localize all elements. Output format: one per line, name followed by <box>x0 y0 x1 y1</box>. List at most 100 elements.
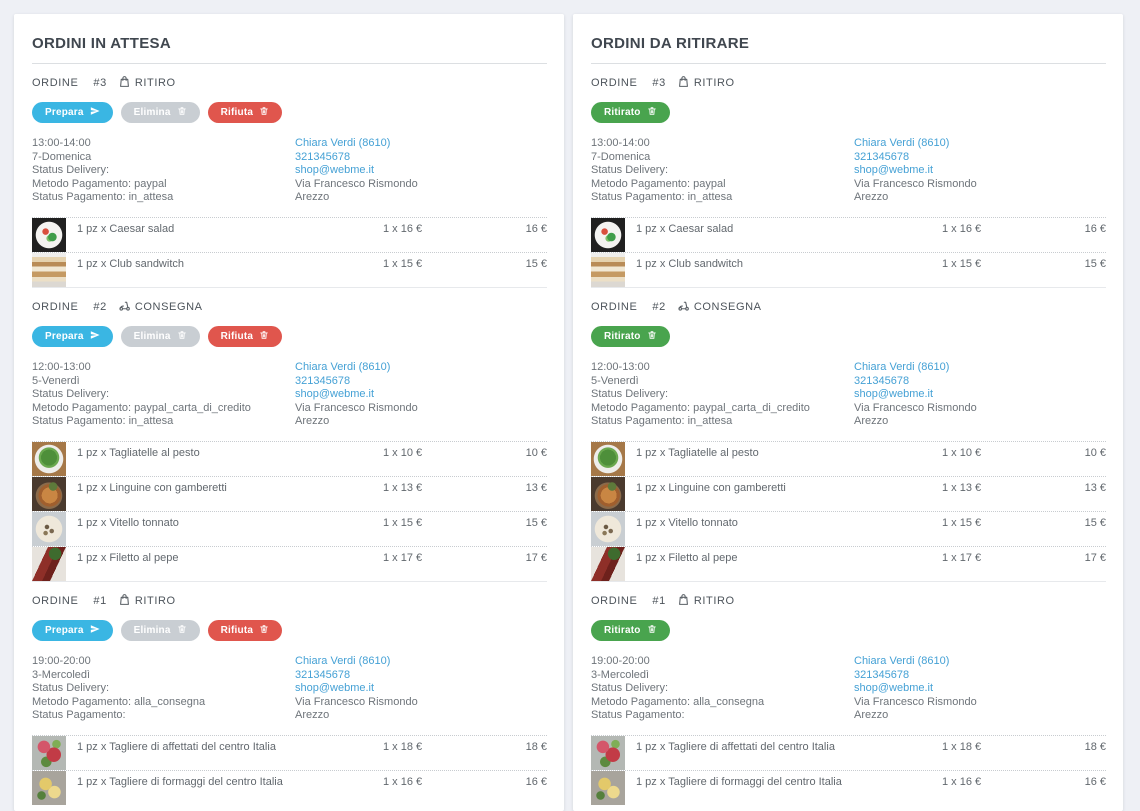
ritirato-button[interactable]: Ritirato <box>591 619 670 641</box>
order-header: ORDINE #3 RITIRO <box>32 64 547 100</box>
bag-icon <box>677 75 690 91</box>
rifiuta-button[interactable]: Rifiuta <box>207 102 283 123</box>
order-info-line: Metodo Pagamento: alla_consegna <box>32 695 206 708</box>
item-qty-price: 1 x 17 € <box>383 551 423 564</box>
item-qty-price: 1 x 16 € <box>383 222 423 235</box>
order-actions: Prepara Elimina Rifiuta <box>32 619 547 641</box>
customer-link[interactable]: shop@webme.it <box>295 682 375 695</box>
item-qty-price: 1 x 10 € <box>383 446 423 459</box>
order-number: #1 <box>93 594 107 607</box>
order-info-line: Status Delivery: <box>32 164 110 177</box>
customer-link[interactable]: shop@webme.it <box>854 682 934 695</box>
rifiuta-button[interactable]: Rifiuta <box>207 619 283 641</box>
send-icon <box>90 624 100 637</box>
trash-icon <box>177 624 187 637</box>
order-item-row: 1 pz x Club sandwitch 1 x 15 € 15 € <box>32 251 547 287</box>
order-actions: Ritirato <box>591 619 1106 641</box>
order-items: 1 pz x Caesar salad 1 x 16 € 16 € 1 pz x Cl… <box>32 216 547 287</box>
order-info-line: 5-Venerdì <box>32 374 80 387</box>
ritirato-button[interactable]: Ritirato <box>591 102 670 123</box>
customer-link[interactable]: shop@webme.it <box>295 164 375 177</box>
elimina-button[interactable]: Elimina <box>120 619 200 641</box>
order-info-line: 7-Domenica <box>591 150 651 163</box>
order-info-line: 7-Domenica <box>32 150 92 163</box>
customer-link[interactable]: 321345678 <box>295 374 351 387</box>
order-number: #2 <box>652 300 666 313</box>
order-info: 19:00-20:00 3-Mercoledì Status Delivery: Me… <box>32 655 295 723</box>
customer-link[interactable]: shop@webme.it <box>854 388 934 401</box>
item-photo <box>591 441 625 476</box>
item-total: 16 € <box>1084 222 1106 235</box>
elimina-button[interactable]: Elimina <box>120 102 200 123</box>
customer-link[interactable]: Chiara Verdi (8610) <box>295 360 391 373</box>
prepara-button[interactable]: Prepara <box>32 102 113 123</box>
order-details: 19:00-20:00 3-Mercoledì Status Delivery: Me… <box>32 655 547 723</box>
order-info: 12:00-13:00 5-Venerdì Status Delivery: Meto… <box>591 361 854 429</box>
customer-link[interactable]: Chiara Verdi (8610) <box>854 654 950 667</box>
order-info-line: Status Pagamento: in_attesa <box>32 415 174 428</box>
customer-link[interactable]: 321345678 <box>295 668 351 681</box>
button-label: Elimina <box>133 107 171 118</box>
order-header: ORDINE #1 RITIRO <box>32 582 547 618</box>
rifiuta-button[interactable]: Rifiuta <box>207 325 283 347</box>
item-qty-price: 1 x 15 € <box>942 516 982 529</box>
order-item-row: 1 pz x Tagliere di formaggi del centro I… <box>591 769 1106 805</box>
item-photo <box>32 546 66 581</box>
button-label: Ritirato <box>604 624 641 636</box>
button-label: Elimina <box>133 624 171 636</box>
order-item-row: 1 pz x Vitello tonnato 1 x 15 € 15 € <box>591 510 1106 546</box>
customer-link[interactable]: 321345678 <box>854 374 910 387</box>
orders-panel: ORDINI DA RITIRARE ORDINE #3 RITIRO Ritirato… <box>573 14 1123 811</box>
order-items: 1 pz x Tagliatelle al pesto 1 x 10 €10 €1… <box>591 440 1106 581</box>
customer-address-line: Via Francesco Rismondo <box>854 177 977 190</box>
customer-contact: Chiara Verdi (8610) 321345678 shop@webme.i… <box>295 361 547 429</box>
customer-link[interactable]: Chiara Verdi (8610) <box>854 360 950 373</box>
item-total: 10 € <box>1084 446 1106 459</box>
order-type-wrap: RITIRO <box>118 593 176 609</box>
order-info-line: 12:00-13:00 <box>591 360 650 373</box>
item-qty-price: 1 x 16 € <box>383 775 423 788</box>
order-item-row: 1 pz x Tagliatelle al pesto 1 x 10 € 10 € <box>591 440 1106 476</box>
customer-link[interactable]: shop@webme.it <box>854 164 934 177</box>
item-qty-price: 1 x 15 € <box>383 516 423 529</box>
item-name: 1 pz x Tagliatelle al pesto <box>636 446 759 459</box>
order-item-row: 1 pz x Tagliere di formaggi del centro I… <box>32 769 547 805</box>
order-info-line: 13:00-14:00 <box>32 137 91 149</box>
order-items: 1 pz x Tagliere di affettati del centro … <box>32 734 547 805</box>
trash-icon <box>647 106 657 119</box>
order-item-row: 1 pz x Vitello tonnato 1 x 15 € 15 € <box>32 510 547 546</box>
button-label: Rifiuta <box>220 624 254 636</box>
ritirato-button[interactable]: Ritirato <box>591 325 670 347</box>
prepara-button[interactable]: Prepara <box>32 325 113 347</box>
order-item-row: 1 pz x Filetto al pepe 1 x 17 € 17 € <box>32 545 547 581</box>
order-type-wrap: RITIRO <box>677 75 735 91</box>
customer-link[interactable]: Chiara Verdi (8610) <box>854 137 950 149</box>
item-photo <box>32 252 66 287</box>
customer-link[interactable]: 321345678 <box>295 150 351 163</box>
item-name: 1 pz x Club sandwitch <box>636 257 743 270</box>
item-name: 1 pz x Caesar salad <box>77 222 175 235</box>
order-info-line: Metodo Pagamento: alla_consegna <box>591 695 765 708</box>
panel-title-divider <box>32 63 547 64</box>
order-number: #3 <box>652 77 666 89</box>
order-header: ORDINE #3 RITIRO <box>591 64 1106 100</box>
customer-link[interactable]: shop@webme.it <box>295 388 375 401</box>
order-item-row: 1 pz x Tagliere di affettati del centro … <box>591 734 1106 770</box>
customer-address-line: Via Francesco Rismondo <box>854 695 977 708</box>
item-total: 15 € <box>1084 257 1106 270</box>
customer-link[interactable]: 321345678 <box>854 150 910 163</box>
send-icon <box>90 106 100 119</box>
elimina-button[interactable]: Elimina <box>120 325 200 347</box>
item-total: 17 € <box>525 551 547 564</box>
customer-address-line: Arezzo <box>854 709 889 722</box>
customer-link[interactable]: Chiara Verdi (8610) <box>295 654 391 667</box>
customer-link[interactable]: Chiara Verdi (8610) <box>295 137 391 149</box>
order-info-line: Metodo Pagamento: paypal <box>591 177 726 190</box>
item-qty-price: 1 x 15 € <box>942 257 982 270</box>
prepara-button[interactable]: Prepara <box>32 619 113 641</box>
item-photo <box>591 476 625 511</box>
item-total: 15 € <box>525 257 547 270</box>
order-actions: Prepara Elimina Rifiuta <box>32 102 547 123</box>
customer-link[interactable]: 321345678 <box>854 668 910 681</box>
